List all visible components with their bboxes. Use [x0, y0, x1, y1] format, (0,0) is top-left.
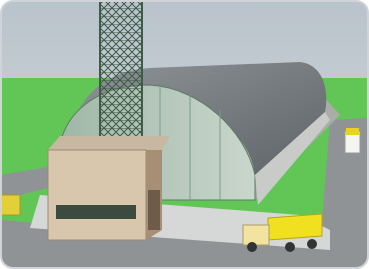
truck [345, 128, 360, 153]
windows [56, 205, 136, 219]
door [148, 190, 160, 230]
truck [0, 195, 20, 215]
tower [100, 0, 142, 140]
building-roof [48, 136, 170, 150]
image [0, 0, 369, 269]
building [48, 150, 146, 240]
scene [0, 0, 369, 269]
